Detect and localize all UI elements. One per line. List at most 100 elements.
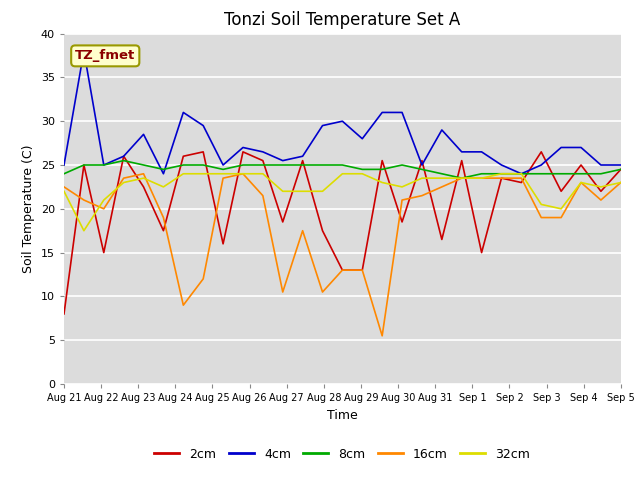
8cm — [538, 171, 545, 177]
4cm — [477, 149, 485, 155]
2cm — [358, 267, 366, 273]
32cm — [259, 171, 267, 177]
8cm — [259, 162, 267, 168]
16cm — [477, 175, 485, 181]
32cm — [140, 175, 147, 181]
32cm — [220, 171, 227, 177]
8cm — [418, 167, 426, 172]
Text: TZ_fmet: TZ_fmet — [75, 49, 136, 62]
2cm — [418, 158, 426, 164]
4cm — [239, 144, 247, 150]
16cm — [577, 180, 585, 185]
32cm — [538, 202, 545, 207]
16cm — [498, 175, 506, 181]
32cm — [339, 171, 346, 177]
4cm — [60, 162, 68, 168]
16cm — [557, 215, 565, 220]
16cm — [239, 171, 247, 177]
32cm — [159, 184, 167, 190]
2cm — [498, 175, 506, 181]
2cm — [378, 158, 386, 164]
16cm — [159, 215, 167, 220]
2cm — [617, 167, 625, 172]
4cm — [597, 162, 605, 168]
32cm — [239, 171, 247, 177]
2cm — [259, 158, 267, 164]
4cm — [259, 149, 267, 155]
4cm — [299, 154, 307, 159]
16cm — [299, 228, 307, 234]
16cm — [398, 197, 406, 203]
8cm — [299, 162, 307, 168]
2cm — [279, 219, 287, 225]
32cm — [498, 171, 506, 177]
16cm — [538, 215, 545, 220]
16cm — [200, 276, 207, 282]
2cm — [120, 154, 127, 159]
32cm — [179, 171, 187, 177]
4cm — [319, 123, 326, 129]
16cm — [378, 333, 386, 339]
32cm — [458, 175, 465, 181]
8cm — [319, 162, 326, 168]
8cm — [220, 167, 227, 172]
2cm — [100, 250, 108, 255]
4cm — [418, 162, 426, 168]
8cm — [577, 171, 585, 177]
16cm — [60, 184, 68, 190]
Line: 8cm: 8cm — [64, 161, 621, 178]
8cm — [159, 167, 167, 172]
4cm — [518, 171, 525, 177]
4cm — [100, 162, 108, 168]
Title: Tonzi Soil Temperature Set A: Tonzi Soil Temperature Set A — [224, 11, 461, 29]
16cm — [140, 171, 147, 177]
16cm — [458, 175, 465, 181]
4cm — [120, 154, 127, 159]
32cm — [200, 171, 207, 177]
2cm — [220, 241, 227, 247]
2cm — [538, 149, 545, 155]
X-axis label: Time: Time — [327, 408, 358, 421]
Line: 16cm: 16cm — [64, 174, 621, 336]
2cm — [458, 158, 465, 164]
32cm — [477, 175, 485, 181]
4cm — [498, 162, 506, 168]
32cm — [617, 180, 625, 185]
32cm — [100, 197, 108, 203]
4cm — [80, 48, 88, 54]
2cm — [60, 311, 68, 317]
4cm — [358, 136, 366, 142]
16cm — [339, 267, 346, 273]
2cm — [477, 250, 485, 255]
8cm — [80, 162, 88, 168]
4cm — [557, 144, 565, 150]
32cm — [418, 175, 426, 181]
8cm — [339, 162, 346, 168]
2cm — [319, 228, 326, 234]
2cm — [140, 184, 147, 190]
2cm — [597, 188, 605, 194]
8cm — [438, 171, 445, 177]
8cm — [477, 171, 485, 177]
2cm — [299, 158, 307, 164]
2cm — [577, 162, 585, 168]
16cm — [100, 206, 108, 212]
2cm — [80, 162, 88, 168]
2cm — [518, 180, 525, 185]
4cm — [179, 109, 187, 115]
32cm — [358, 171, 366, 177]
2cm — [339, 267, 346, 273]
2cm — [398, 219, 406, 225]
Y-axis label: Soil Temperature (C): Soil Temperature (C) — [22, 144, 35, 273]
8cm — [60, 171, 68, 177]
32cm — [577, 180, 585, 185]
8cm — [140, 162, 147, 168]
32cm — [378, 180, 386, 185]
32cm — [120, 180, 127, 185]
4cm — [617, 162, 625, 168]
32cm — [398, 184, 406, 190]
4cm — [438, 127, 445, 133]
16cm — [597, 197, 605, 203]
8cm — [597, 171, 605, 177]
16cm — [418, 193, 426, 199]
